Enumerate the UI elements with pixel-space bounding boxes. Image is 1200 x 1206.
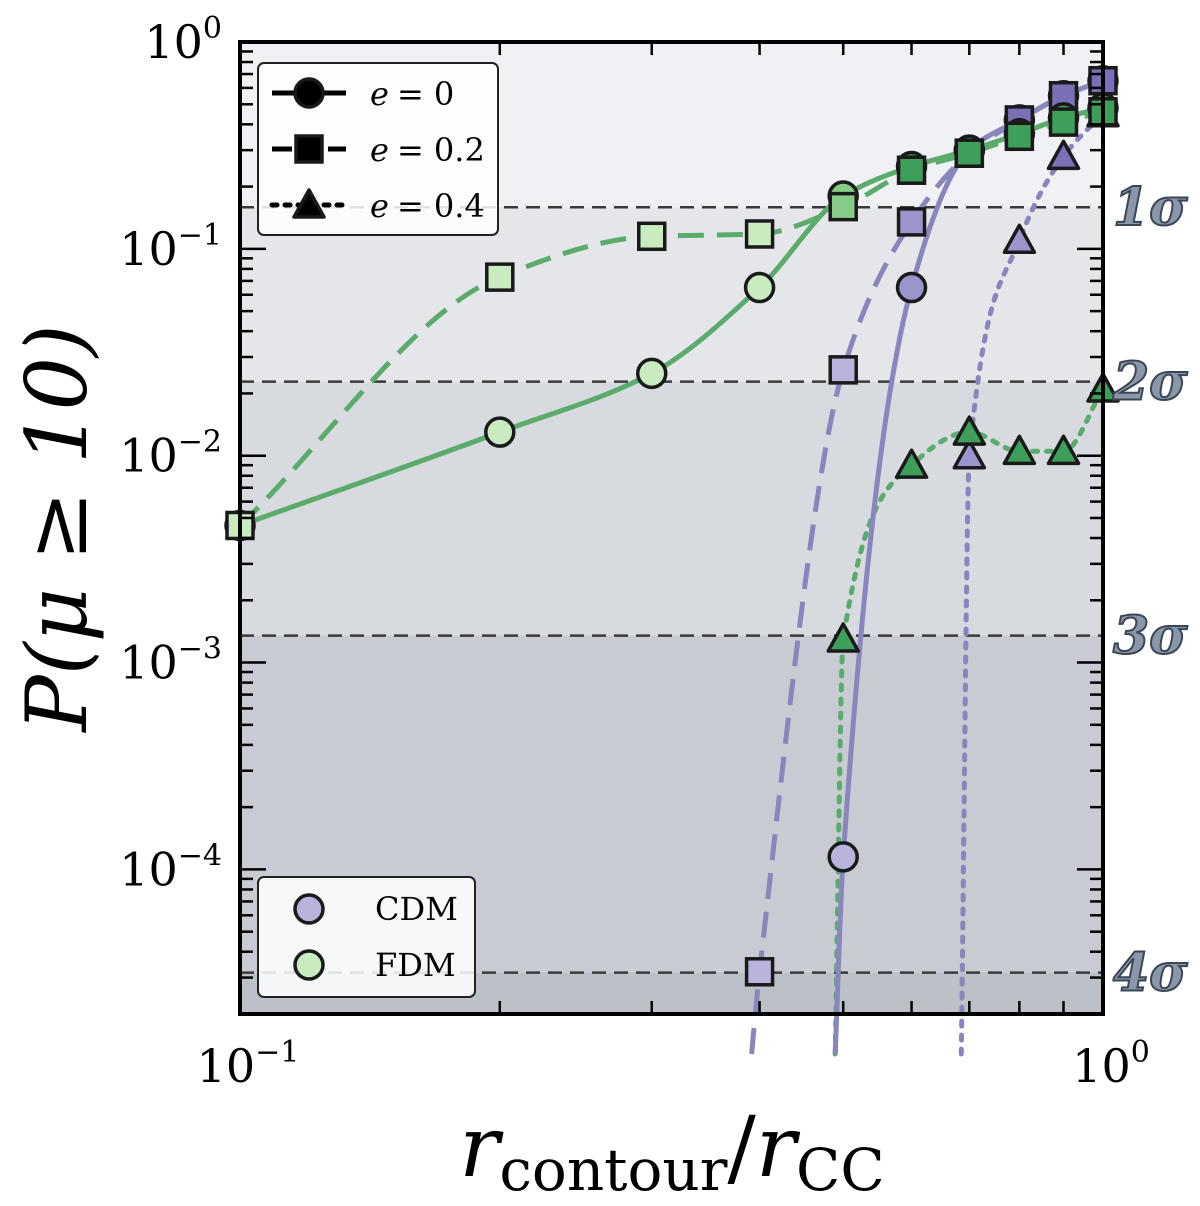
y-axis-title: P(μ ≥ 10) <box>8 324 106 733</box>
legend-e-value: = 0 <box>397 75 454 113</box>
data-point-fdm-triangle <box>826 622 860 653</box>
data-point-fdm-square <box>485 262 515 292</box>
data-point-fdm-triangle <box>894 448 929 479</box>
linestyle-legend: e = 0e = 0.2e = 0.4 <box>257 62 499 236</box>
tick-exponent: −1 <box>178 218 222 253</box>
legend-model-label: CDM <box>375 890 458 928</box>
legend-model-label: FDM <box>375 946 456 984</box>
legend-e-value: = 0.2 <box>397 131 485 169</box>
x-tick-label: 100 <box>1072 1035 1150 1093</box>
y-tick-label: 10−4 <box>119 838 222 896</box>
legend-label: e = 0.4 <box>370 187 485 225</box>
data-point-fdm-triangle <box>952 415 987 446</box>
data-point-fdm-triangle <box>1002 434 1037 466</box>
tick-base: 10 <box>119 429 178 483</box>
data-point-cdm-circle <box>895 271 928 304</box>
tick-base: 10 <box>197 1039 256 1093</box>
data-point-fdm-square <box>954 138 985 168</box>
legend-e-symbol: e <box>370 131 389 169</box>
data-point-fdm-triangle <box>1046 434 1081 466</box>
legend-e-symbol: e <box>370 187 389 225</box>
data-point-fdm-circle <box>484 416 516 448</box>
x-axis-title-part: CC <box>796 1136 885 1204</box>
data-point-fdm-square <box>896 155 927 185</box>
x-tick-label: 10−1 <box>197 1035 300 1093</box>
tick-exponent: −4 <box>178 838 222 873</box>
series-line-cdm-e02 <box>749 78 1104 1055</box>
legend-box-linestyle <box>257 62 499 236</box>
x-axis-title-part: r <box>459 1098 504 1196</box>
data-point-fdm-square <box>744 219 775 249</box>
y-tick-label: 10−2 <box>119 425 222 483</box>
data-point-fdm-circle <box>743 271 776 304</box>
tick-exponent: −1 <box>255 1035 299 1070</box>
legend-model-marker <box>293 893 325 925</box>
y-tick-label: 10−1 <box>119 218 222 276</box>
tick-base: 10 <box>1072 1039 1131 1093</box>
data-point-cdm-square <box>828 355 858 385</box>
data-point-cdm-triangle <box>1046 139 1081 171</box>
x-axis-title-part: / <box>728 1098 757 1196</box>
sigma-label-4: 4σ <box>1113 943 1188 1004</box>
data-point-cdm-circle <box>827 841 859 873</box>
plot-frame <box>238 40 1105 1016</box>
tick-exponent: −3 <box>178 632 222 667</box>
x-axis-title-part: r <box>756 1098 801 1196</box>
x-axis-title: rcontour/rCC <box>459 1098 884 1204</box>
data-point-fdm-square <box>1048 107 1079 137</box>
tick-exponent: 0 <box>1131 1035 1150 1070</box>
data-point-cdm-triangle <box>1002 223 1037 255</box>
legend-marker-triangle <box>292 188 326 219</box>
x-axis-title-part: contour <box>499 1136 727 1204</box>
data-point-cdm-triangle <box>952 438 987 470</box>
tick-base: 10 <box>119 636 178 690</box>
y-tick-label: 10−3 <box>119 632 222 690</box>
sigma-band <box>240 207 1103 382</box>
plot-border <box>238 40 1105 1016</box>
data-point-fdm-square <box>637 221 667 252</box>
sigma-labels: 1σ 2σ 3σ 4σ <box>1111 176 1189 1004</box>
legend-model-marker <box>293 949 325 981</box>
sigma-band <box>240 381 1103 636</box>
data-point-cdm-square <box>744 957 775 987</box>
legend-marker-square <box>294 134 324 164</box>
data-point-fdm-square <box>1004 121 1035 152</box>
model-legend: CDM FDM <box>257 876 476 998</box>
tick-base: 10 <box>119 222 178 276</box>
legend-e-symbol: e <box>370 75 389 113</box>
legend-label: e = 0 <box>370 75 454 113</box>
tick-exponent: −2 <box>178 425 222 460</box>
legend-e-value: = 0.4 <box>397 187 485 225</box>
sigma-label-3: 3σ <box>1113 606 1188 667</box>
tick-exponent: 0 <box>203 11 222 46</box>
tick-base: 10 <box>119 842 178 896</box>
data-point-cdm-square <box>896 207 927 237</box>
data-point-fdm-square <box>828 191 858 222</box>
legend-marker-circle <box>293 77 325 109</box>
sigma-label-2: 2σ <box>1112 352 1188 413</box>
legend-label: e = 0.2 <box>370 131 485 169</box>
axis-ticks <box>238 40 1105 1016</box>
tick-base: 10 <box>144 15 203 69</box>
data-point-fdm-circle <box>636 357 668 390</box>
y-tick-label: 100 <box>144 11 222 69</box>
sigma-label-1: 1σ <box>1113 177 1188 238</box>
